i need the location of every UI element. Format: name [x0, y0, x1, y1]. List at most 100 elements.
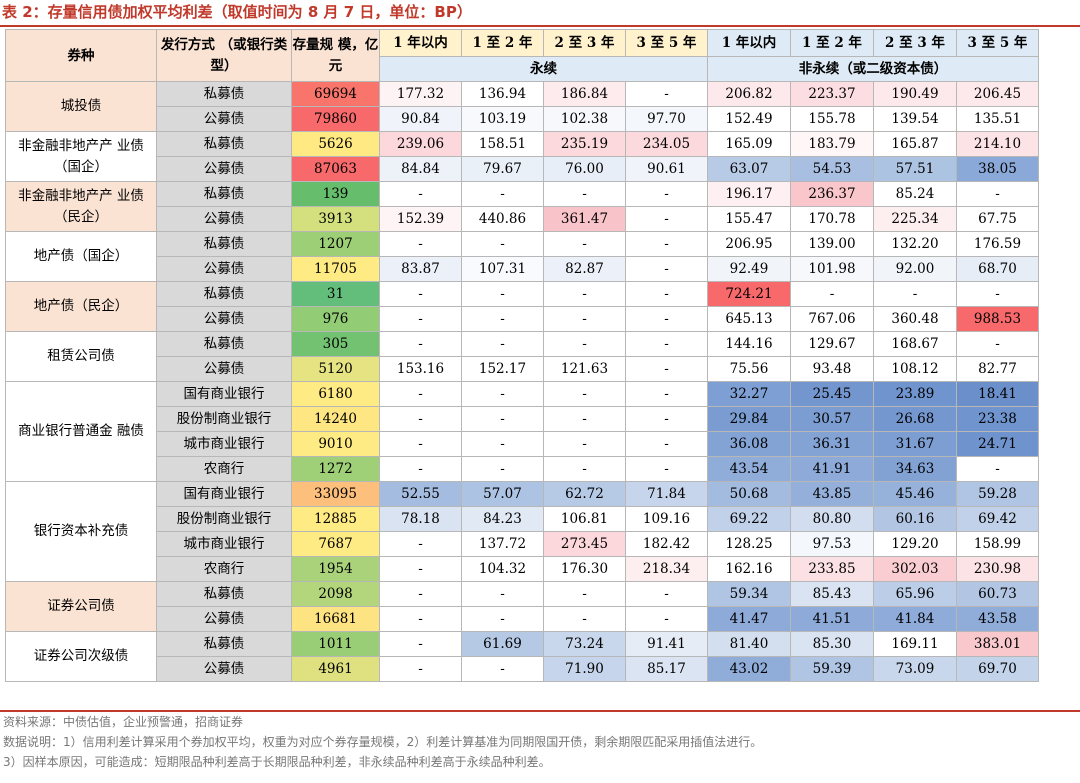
scale-value: 87063	[291, 156, 380, 182]
scale-value: 139	[291, 181, 380, 207]
spread-cell: 165.87	[873, 131, 957, 157]
bond-category: 证券公司债	[5, 581, 157, 632]
spread-cell: 61.69	[461, 631, 544, 657]
spread-cell: 108.12	[873, 356, 957, 382]
scale-value: 6180	[291, 381, 380, 407]
issue-method: 公募债	[156, 106, 292, 132]
table-bottom-rule	[0, 710, 1080, 712]
spread-cell: 176.59	[956, 231, 1039, 257]
table-row: 农商行 1954-104.32 176.30 218.34 162.16 233.85 30…	[6, 556, 1039, 582]
spread-cell: -	[379, 231, 462, 257]
spread-cell: 50.68	[707, 481, 791, 507]
spread-cell: 101.98	[790, 256, 874, 282]
issue-method: 股份制商业银行	[156, 406, 292, 432]
title-rule	[0, 25, 1080, 27]
spread-cell: 102.38	[543, 106, 626, 132]
spread-cell: 43.85	[790, 481, 874, 507]
table-row: 银行资本补充债 国有商业银行 33095 52.55 57.07 62.72 71.84 50…	[5, 481, 1039, 582]
header-term: 3 至 5 年	[625, 29, 708, 57]
spread-cell: 85.30	[790, 631, 874, 657]
spread-cell: -	[379, 531, 462, 557]
spread-cell: -	[379, 656, 462, 682]
spread-table: 券种 发行方式 （或银行类型） 存量规 模，亿元 1 年以内 1 至 2 年 2…	[5, 29, 1039, 682]
scale-value: 5626	[291, 131, 380, 157]
spread-cell: 168.67	[873, 331, 957, 357]
issue-method: 公募债	[156, 356, 292, 382]
spread-cell: -	[461, 231, 544, 257]
spread-cell: 136.94	[461, 81, 544, 107]
table-row: 公募债 4961- -71.90 85.17 43.02 59.39 73.09 69.70	[6, 656, 1039, 682]
issue-method: 私募债	[156, 131, 292, 157]
spread-cell: 36.31	[790, 431, 874, 457]
spread-cell: 43.54	[707, 456, 791, 482]
table-row: 租赁公司债 私募债 305- - - -144.16 129.67 168.67-	[5, 331, 1039, 382]
spread-cell: 144.16	[707, 331, 791, 357]
spread-cell: -	[625, 206, 708, 232]
spread-cell: 170.78	[790, 206, 874, 232]
issue-method: 股份制商业银行	[156, 506, 292, 532]
spread-cell: 23.89	[873, 381, 957, 407]
spread-cell: -	[543, 606, 626, 632]
spread-cell: 34.63	[873, 456, 957, 482]
spread-cell: 230.98	[956, 556, 1039, 582]
spread-cell: 440.86	[461, 206, 544, 232]
spread-cell: -	[543, 456, 626, 482]
spread-cell: 18.41	[956, 381, 1039, 407]
spread-cell: 107.31	[461, 256, 544, 282]
table-row: 证券公司次级债 私募债 1011-61.69 73.24 91.41 81.40 85.30…	[5, 631, 1039, 682]
spread-cell: -	[461, 656, 544, 682]
spread-cell: 155.78	[790, 106, 874, 132]
table-row: 城投债 私募债 69694 177.32 136.94 186.84-206.82 223.…	[5, 81, 1039, 132]
issue-method: 农商行	[156, 556, 292, 582]
spread-cell: -	[379, 181, 462, 207]
bond-category: 银行资本补充债	[5, 481, 157, 582]
spread-cell: -	[543, 281, 626, 307]
table-row: 农商行 1272- - - -43.54 41.91 34.63-	[6, 456, 1039, 482]
spread-cell: -	[543, 331, 626, 357]
spread-cell: -	[461, 306, 544, 332]
spread-cell: -	[379, 406, 462, 432]
scale-value: 1954	[291, 556, 380, 582]
spread-cell: 80.80	[790, 506, 874, 532]
header-non-perpetual: 非永续（或二级资本债）	[707, 56, 1039, 82]
spread-cell: 85.43	[790, 581, 874, 607]
spread-cell: 190.49	[873, 81, 957, 107]
source-note: 资料来源：中债估值，企业预警通，招商证券	[3, 715, 244, 729]
table-row: 地产债（国企） 私募债 1207- - - -206.95 139.00 132.20 176.…	[5, 231, 1039, 282]
spread-cell: -	[956, 181, 1039, 207]
spread-cell: -	[461, 381, 544, 407]
spread-cell: -	[625, 356, 708, 382]
scale-value: 305	[291, 331, 380, 357]
table-row: 城市商业银行 7687-137.72 273.45 182.42 128.25 97.53…	[6, 531, 1039, 557]
spread-cell: 128.25	[707, 531, 791, 557]
spread-cell: -	[625, 256, 708, 282]
spread-cell: 97.70	[625, 106, 708, 132]
spread-cell: 69.22	[707, 506, 791, 532]
spread-cell: 135.51	[956, 106, 1039, 132]
table-row: 非金融非地产产 业债（国企） 私募债 5626 239.06 158.51 235.19 2…	[5, 131, 1039, 182]
spread-cell: 45.46	[873, 481, 957, 507]
spread-cell: -	[625, 81, 708, 107]
spread-cell: 152.17	[461, 356, 544, 382]
spread-cell: 71.90	[543, 656, 626, 682]
scale-value: 1011	[291, 631, 380, 657]
issue-method: 国有商业银行	[156, 381, 292, 407]
issue-method: 私募债	[156, 581, 292, 607]
spread-cell: 206.45	[956, 81, 1039, 107]
spread-cell: 155.47	[707, 206, 791, 232]
spread-cell: 23.38	[956, 406, 1039, 432]
spread-cell: 724.21	[707, 281, 791, 307]
spread-cell: 41.84	[873, 606, 957, 632]
spread-cell: 62.72	[543, 481, 626, 507]
spread-cell: -	[379, 306, 462, 332]
bond-category: 非金融非地产产 业债（国企）	[5, 131, 157, 182]
issue-method: 私募债	[156, 231, 292, 257]
spread-cell: 153.16	[379, 356, 462, 382]
spread-cell: -	[379, 456, 462, 482]
data-note-1: 数据说明：1）信用利差计算采用个券加权平均，权重为对应个券存量规模，2）利差计算…	[3, 735, 763, 749]
issue-method: 国有商业银行	[156, 481, 292, 507]
header-row-terms: 券种 发行方式 （或银行类型） 存量规 模，亿元 1 年以内 1 至 2 年 2…	[5, 29, 1039, 82]
spread-cell: 59.34	[707, 581, 791, 607]
spread-cell: -	[625, 231, 708, 257]
table-title: 表 2：存量信用债加权平均利差（取值时间为 8 月 7 日，单位：BP）	[2, 3, 472, 21]
